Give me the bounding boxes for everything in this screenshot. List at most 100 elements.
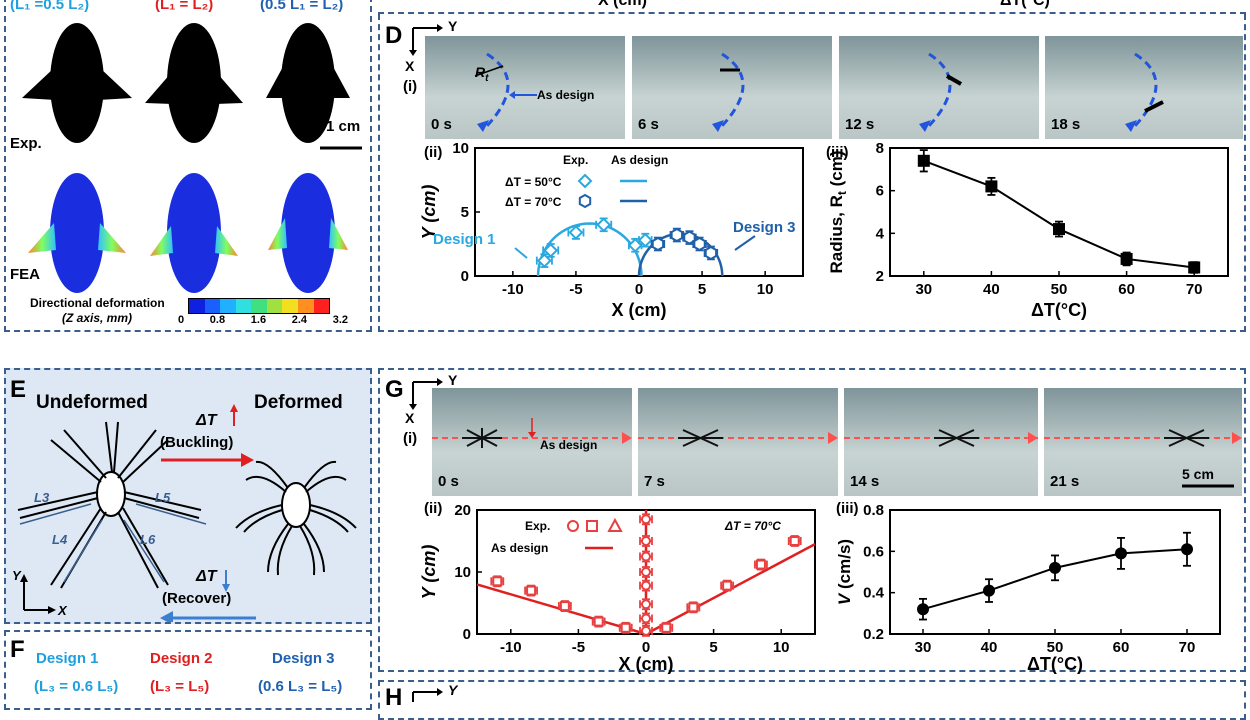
- design1-arrow: [514, 247, 528, 259]
- panel-d-sub-iii: (iii): [826, 144, 849, 161]
- y-tick-label: 0.6: [863, 543, 884, 560]
- legend-exp: Exp.: [563, 153, 588, 167]
- data-point: [641, 567, 651, 577]
- d-time-2: 12 s: [845, 116, 875, 133]
- panel-h-axis-y: Y: [448, 682, 458, 698]
- fea-shape-2: [150, 173, 238, 293]
- data-point: [755, 559, 766, 570]
- series-line: [923, 159, 1195, 269]
- undeformed-spider: [17, 421, 202, 589]
- design3-label: Design 3: [733, 219, 796, 236]
- x-axis-label: ΔT(°C): [1031, 300, 1087, 320]
- data-point: [492, 576, 503, 587]
- f-design-3: Design 3: [272, 650, 335, 667]
- y-axis-label: Y (cm): [419, 545, 439, 600]
- chart-d-ii: -10 -5 0 5 10 0 5 10 X (cm) Y (cm) Exp. As design ΔT…: [419, 140, 804, 320]
- d-time-0: 0 s: [431, 116, 452, 133]
- x-tick-label: -10: [500, 639, 522, 656]
- data-point: [917, 603, 929, 616]
- x-tick-label: 10: [773, 639, 790, 656]
- data-point: [568, 225, 584, 240]
- label-design1-ratio: (L₁ =0.5 L₂): [10, 0, 90, 13]
- g-photo-3: 5 cm 21 s: [1044, 388, 1242, 496]
- buckling-label: (Buckling): [160, 434, 234, 451]
- x-tick-label: 70: [1179, 639, 1196, 656]
- l3-label: L3: [34, 490, 50, 505]
- exp-shape-1: [22, 23, 132, 143]
- y-tick-label: 0: [463, 626, 471, 643]
- panel-g-axis-y: Y: [448, 372, 458, 388]
- e-axis-y: Y: [12, 568, 21, 583]
- x-tick-label: 10: [757, 281, 774, 298]
- recover-label: (Recover): [162, 590, 232, 607]
- d-as-design: As design: [537, 88, 595, 102]
- y-tick-label: 10: [452, 140, 469, 157]
- legend-circle: [567, 520, 579, 532]
- g-photo-2: 14 s: [844, 388, 1038, 496]
- dimension-arrows: [19, 503, 207, 583]
- x-tick-label: 60: [1118, 281, 1135, 298]
- fea-label: FEA: [10, 266, 40, 283]
- exp-shape-2: [145, 23, 243, 143]
- x-tick-label: 50: [1047, 639, 1064, 656]
- f-ratio-1: (L₃ = 0.6 L₅): [34, 678, 119, 695]
- scale-label: 1 cm: [326, 118, 361, 135]
- data-point: [983, 584, 995, 597]
- chart-d-iii: 30 40 50 60 70 2 4 6 8 ΔT(°C) Radius, Rt (cm): [827, 140, 1229, 320]
- panel-top-left: [4, 0, 372, 332]
- panel-e-drawing: [17, 404, 357, 622]
- deformed-spider: [235, 460, 357, 576]
- y-axis-label: V (cm/s): [835, 539, 854, 605]
- data-point: [593, 616, 604, 627]
- colorbar-ticks: 0 0.8 1.6 2.4 3.2: [178, 314, 348, 326]
- dt-recover: ΔT: [196, 568, 217, 585]
- x-tick-label: -5: [569, 281, 582, 298]
- data-point: [1188, 261, 1201, 274]
- panel-g-sub-i: (i): [403, 430, 418, 447]
- g-photo-0: As design 0 s: [432, 388, 632, 496]
- l4-label: L4: [52, 532, 68, 547]
- d-time-3: 18 s: [1051, 116, 1081, 133]
- top-panel-border: [378, 12, 1246, 14]
- label-design3-ratio: (0.5 L₁ = L₂): [260, 0, 344, 13]
- colorbar: [188, 298, 330, 314]
- y-tick-label: 5: [461, 204, 469, 221]
- x-tick-label: 5: [698, 281, 706, 298]
- y-axis-label: Radius, Rt (cm): [827, 150, 849, 273]
- panel-g-sub-iii: (iii): [836, 500, 859, 517]
- data-point: [543, 242, 559, 258]
- exp-shape-3: [266, 23, 350, 143]
- fish-shapes: [22, 23, 362, 293]
- x-tick-label: -10: [502, 281, 524, 298]
- panel-e-letter: E: [10, 376, 27, 403]
- legend-marker-50: [577, 173, 593, 189]
- d-rt-label: Rt: [475, 64, 489, 84]
- y-tick-label: 0: [461, 268, 469, 285]
- clipped-x-label: X (cm): [598, 0, 647, 9]
- g-scale-label: 5 cm: [1182, 466, 1214, 482]
- colorbar-title: Directional deformation: [30, 296, 165, 310]
- panel-f: [4, 630, 372, 710]
- d-photo-2: 12 s: [839, 36, 1039, 139]
- colorbar-sub: (Z axis, mm): [62, 311, 133, 325]
- data-point: [651, 236, 665, 252]
- legend-as-design: As design: [491, 541, 548, 555]
- x-tick-label: 30: [915, 281, 932, 298]
- g-time-1: 7 s: [644, 473, 665, 490]
- legend-dt50: ΔT = 50°C: [505, 175, 562, 189]
- data-point: [704, 245, 718, 261]
- x-tick-label: 40: [981, 639, 998, 656]
- panel-g-letter: G: [385, 376, 404, 403]
- x-tick-label: 40: [983, 281, 1000, 298]
- y-tick-label: 10: [454, 564, 471, 581]
- design1-label: Design 1: [433, 231, 496, 248]
- d-photo-3: 18 s: [1045, 36, 1243, 139]
- data-point: [641, 514, 651, 525]
- panel-h-letter: H: [385, 684, 403, 711]
- legend-triangle: [607, 517, 623, 532]
- f-ratio-2: (L₃ = L₅): [150, 678, 210, 695]
- dt-buckling: ΔT: [196, 412, 217, 429]
- panel-d-sub-ii: (ii): [424, 144, 443, 161]
- d-time-1: 6 s: [638, 116, 659, 133]
- data-point: [1120, 252, 1133, 265]
